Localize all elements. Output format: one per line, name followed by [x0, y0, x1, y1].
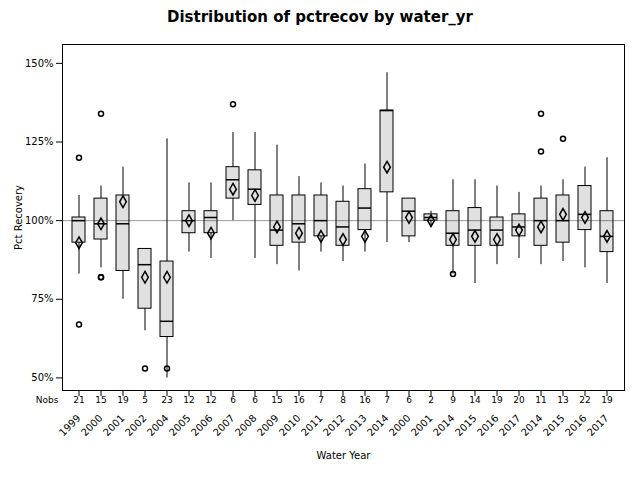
svg-text:2013: 2013	[343, 412, 369, 438]
svg-text:12: 12	[183, 394, 195, 405]
svg-text:2001: 2001	[409, 412, 435, 438]
svg-text:2014: 2014	[519, 412, 545, 438]
svg-text:11: 11	[535, 394, 547, 405]
svg-text:21: 21	[73, 394, 85, 405]
svg-text:50%: 50%	[31, 372, 53, 383]
svg-text:16: 16	[293, 394, 305, 405]
svg-text:2009: 2009	[255, 412, 281, 438]
svg-text:2015: 2015	[541, 412, 567, 438]
svg-text:2007: 2007	[211, 412, 237, 438]
svg-text:2005: 2005	[167, 412, 193, 438]
svg-text:2011: 2011	[299, 412, 325, 438]
svg-text:23: 23	[161, 394, 173, 405]
svg-text:2014: 2014	[365, 412, 391, 438]
svg-text:75%: 75%	[31, 293, 53, 304]
svg-text:125%: 125%	[25, 136, 54, 147]
svg-text:19: 19	[117, 394, 129, 405]
svg-text:7: 7	[384, 394, 390, 405]
svg-text:2002: 2002	[123, 412, 149, 438]
svg-text:2008: 2008	[233, 412, 259, 438]
svg-text:2012: 2012	[321, 412, 347, 438]
svg-text:6: 6	[406, 394, 412, 405]
svg-text:7: 7	[318, 394, 324, 405]
svg-text:15: 15	[271, 394, 283, 405]
svg-text:Nobs: Nobs	[36, 395, 59, 405]
svg-text:150%: 150%	[25, 58, 54, 69]
svg-text:100%: 100%	[25, 215, 54, 226]
svg-text:19: 19	[601, 394, 613, 405]
html-text:Distribution of pctrecov by wa: Distribution of pctrecov by water_yr	[167, 8, 473, 26]
svg-text:2016: 2016	[475, 412, 501, 438]
svg-text:8: 8	[340, 394, 346, 405]
svg-text:15: 15	[95, 394, 107, 405]
svg-text:2017: 2017	[497, 412, 523, 438]
svg-text:2010: 2010	[277, 412, 303, 438]
svg-text:6: 6	[230, 394, 236, 405]
svg-text:9: 9	[450, 394, 456, 405]
svg-text:2001: 2001	[101, 412, 127, 438]
svg-text:2000: 2000	[79, 412, 105, 438]
svg-text:Water Year: Water Year	[317, 450, 372, 461]
svg-text:2015: 2015	[453, 412, 479, 438]
svg-text:14: 14	[469, 394, 481, 405]
svg-text:13: 13	[557, 394, 569, 405]
svg-text:2014: 2014	[431, 412, 457, 438]
svg-text:16: 16	[359, 394, 371, 405]
svg-text:2000: 2000	[387, 412, 413, 438]
svg-text:6: 6	[252, 394, 258, 405]
svg-text:2016: 2016	[563, 412, 589, 438]
svg-text:2006: 2006	[189, 412, 215, 438]
svg-text:12: 12	[205, 394, 217, 405]
svg-text:2017: 2017	[585, 412, 611, 438]
svg-text:1999: 1999	[57, 412, 83, 438]
svg-text:Pct Recovery: Pct Recovery	[13, 185, 24, 250]
svg-text:20: 20	[513, 394, 525, 405]
svg-text:5: 5	[142, 394, 148, 405]
svg-text:22: 22	[579, 394, 591, 405]
svg-text:2: 2	[428, 394, 434, 405]
svg-text:19: 19	[491, 394, 503, 405]
svg-text:2004: 2004	[145, 412, 171, 438]
